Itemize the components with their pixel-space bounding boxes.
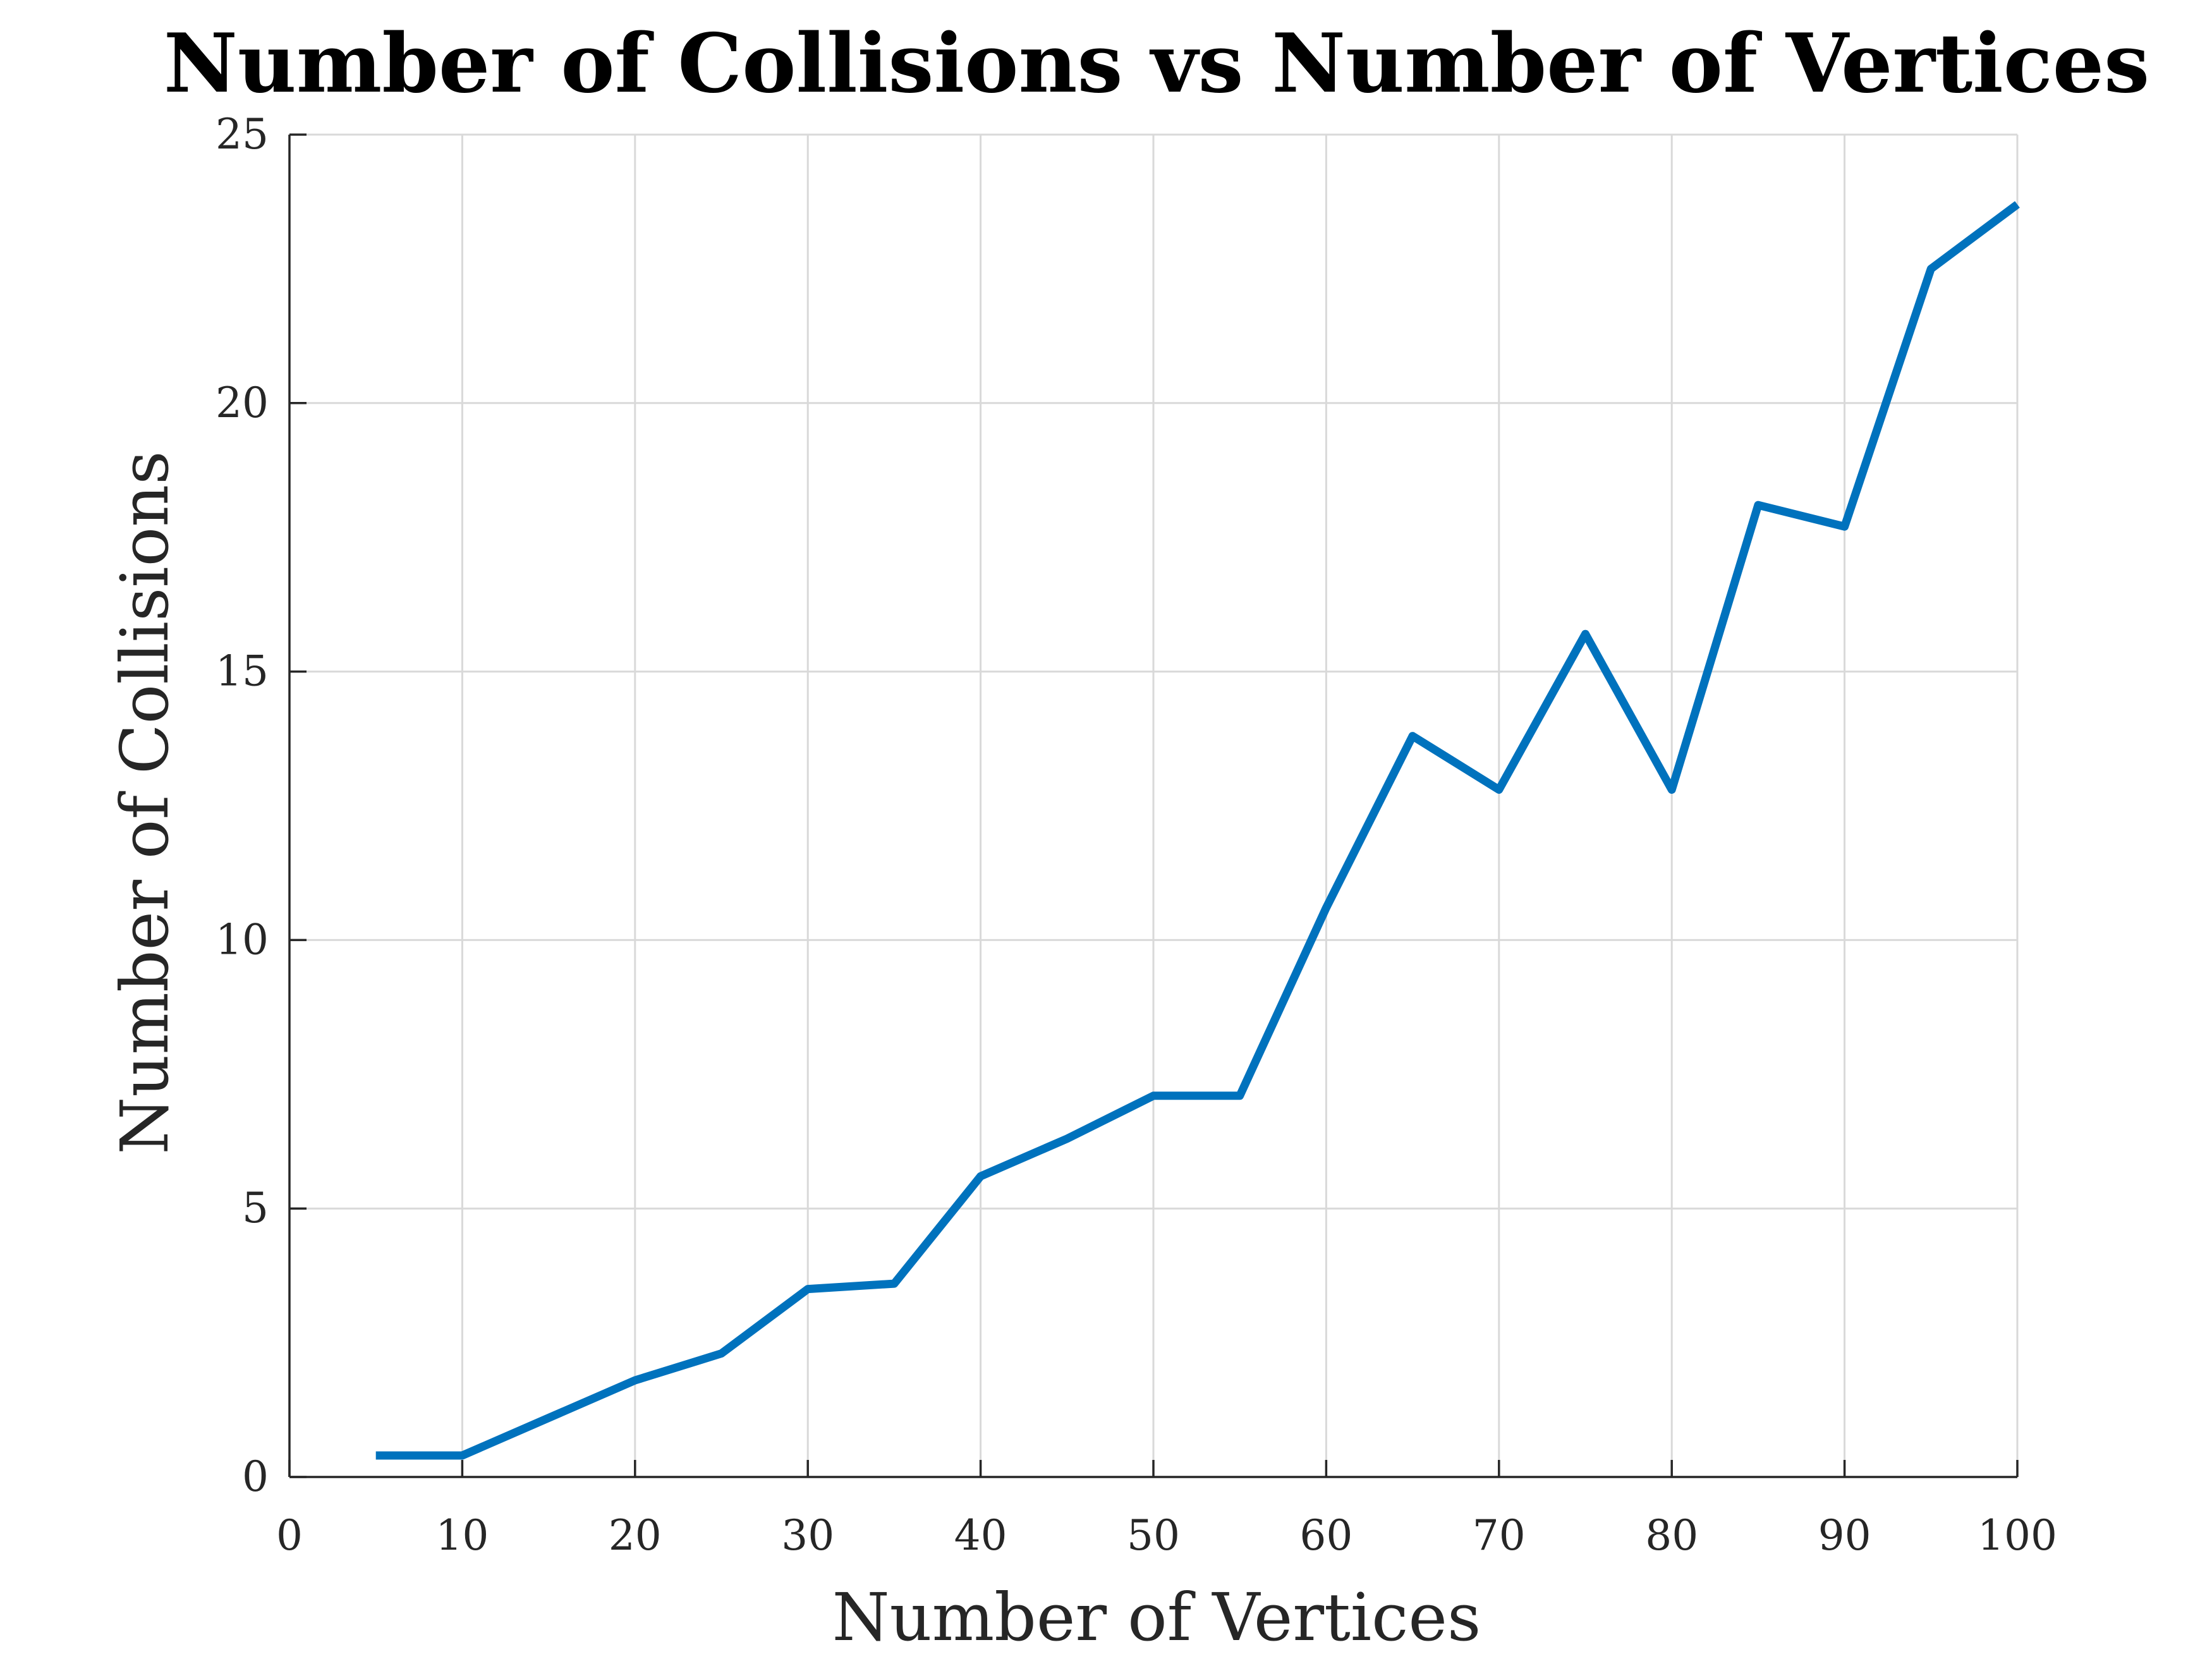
x-tick-label: 0 — [276, 1511, 303, 1560]
y-tick-label: 25 — [216, 110, 269, 159]
x-tick-label: 80 — [1645, 1511, 1698, 1560]
series-line — [375, 201, 2020, 1460]
x-tick-label: 70 — [1473, 1511, 1526, 1560]
chart-title: Number of Collisions vs Number of Vertic… — [164, 16, 2149, 111]
y-tick-label: 5 — [242, 1184, 269, 1232]
y-tick-label: 10 — [216, 915, 269, 964]
x-tick-label: 10 — [435, 1511, 489, 1560]
x-tick-label: 40 — [954, 1511, 1007, 1560]
x-tick-label: 60 — [1299, 1511, 1352, 1560]
tick-marks — [288, 133, 2019, 1478]
x-tick-label: 100 — [1978, 1511, 2057, 1560]
series — [375, 201, 2020, 1460]
x-tick-label: 30 — [781, 1511, 834, 1560]
y-tick-label: 0 — [242, 1452, 269, 1501]
tick-labels: 0 10 20 30 40 50 60 70 80 90 100 0 5 10 15 20 25 — [216, 110, 2057, 1560]
y-axis-label: Number of Collisions — [106, 451, 183, 1154]
x-axis-label: Number of Vertices — [832, 1579, 1481, 1656]
x-tick-label: 50 — [1127, 1511, 1180, 1560]
y-tick-label: 20 — [216, 379, 269, 427]
y-tick-label: 15 — [216, 647, 269, 696]
x-tick-label: 90 — [1818, 1511, 1871, 1560]
x-tick-label: 20 — [609, 1511, 662, 1560]
